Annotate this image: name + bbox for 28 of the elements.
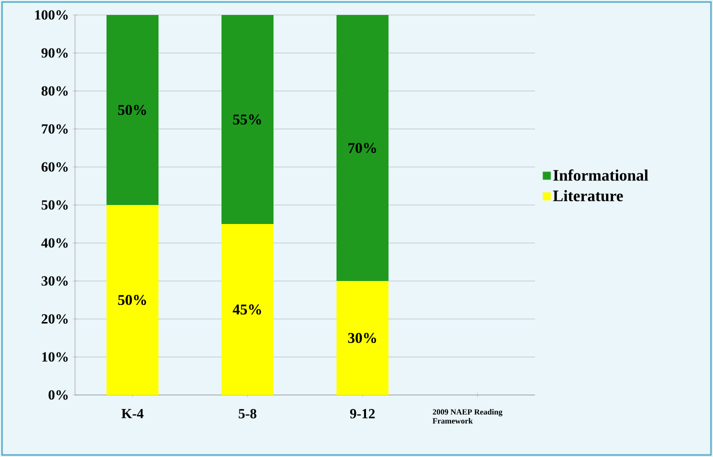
y-tick-label: 40% xyxy=(41,238,68,248)
bar xyxy=(106,14,159,205)
data-label: 30% xyxy=(348,332,376,344)
data-label: 50% xyxy=(118,294,146,306)
y-tick-label: 30% xyxy=(42,276,68,286)
x-tick-label: K-4 xyxy=(122,408,144,418)
y-tick-label: 50% xyxy=(42,200,68,210)
y-tick-label: 70% xyxy=(42,124,68,134)
y-tick-label: 90% xyxy=(41,48,68,58)
y-tick-label: 100% xyxy=(35,10,68,20)
y-tick-label: 0% xyxy=(48,390,68,400)
legend-label: Informational xyxy=(553,169,648,181)
bar xyxy=(336,280,389,395)
bar xyxy=(106,204,159,395)
x-tick-label: 9-12 xyxy=(350,409,375,418)
bar xyxy=(336,14,389,281)
data-label: 45% xyxy=(232,304,262,315)
y-tick-label: 60% xyxy=(42,162,68,172)
x-tick-label: 5-8 xyxy=(238,409,256,418)
bar xyxy=(222,14,274,224)
data-label: 55% xyxy=(233,114,262,125)
data-label: 70% xyxy=(348,142,376,154)
legend-label: Literature xyxy=(553,190,623,202)
y-tick-label: 10% xyxy=(42,352,68,362)
data-label: 50% xyxy=(118,104,146,116)
y-tick-label: 80% xyxy=(42,86,68,96)
y-tick-label: 20% xyxy=(42,314,68,324)
bar xyxy=(222,224,274,395)
